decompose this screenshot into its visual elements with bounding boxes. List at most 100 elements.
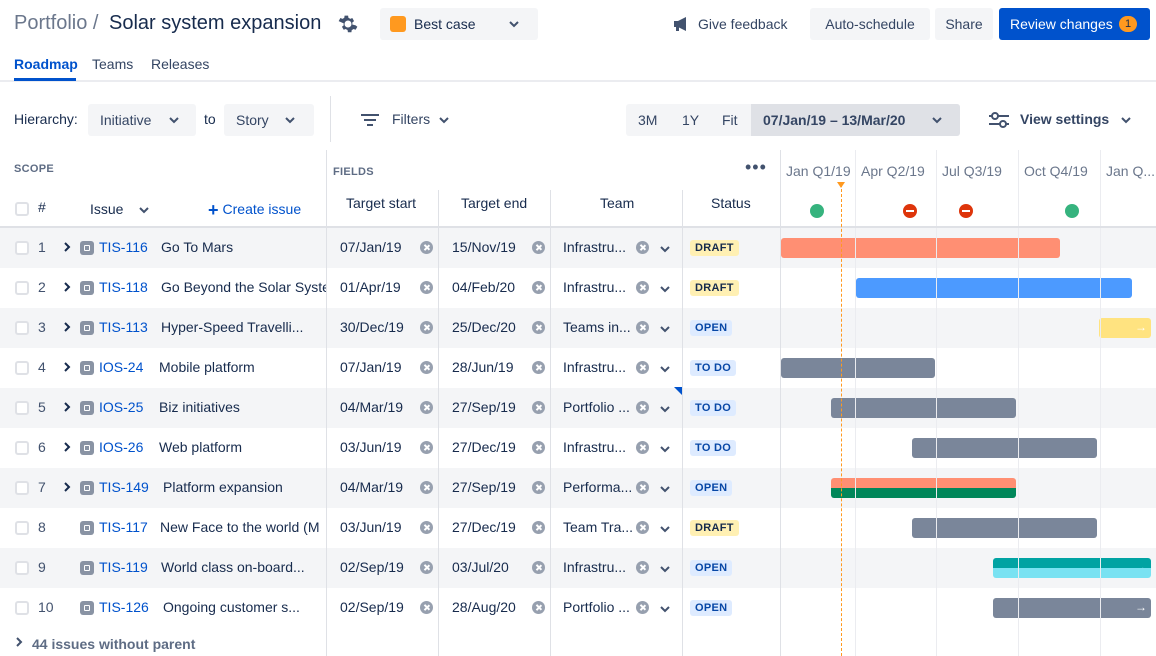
issue-summary[interactable]: Ongoing customer s... — [163, 599, 300, 615]
team-dropdown-button[interactable] — [659, 402, 671, 418]
schedule-bar[interactable] — [781, 238, 1060, 258]
clear-icon[interactable] — [636, 401, 649, 414]
issue-summary[interactable]: Mobile platform — [159, 359, 255, 375]
clear-icon[interactable] — [532, 601, 545, 614]
target-end-value[interactable]: 15/Nov/19 — [452, 239, 516, 255]
range-fit-button[interactable]: Fit — [722, 112, 738, 128]
issue-summary[interactable]: Platform expansion — [163, 479, 283, 495]
status-badge[interactable]: TO DO — [690, 400, 737, 416]
clear-icon[interactable] — [420, 561, 433, 574]
column-header-target-start[interactable]: Target start — [346, 195, 417, 211]
status-badge[interactable]: OPEN — [690, 320, 733, 336]
range-3m-button[interactable]: 3M — [638, 112, 658, 128]
table-row[interactable]: 4 IOS-24 Mobile platform 07/Jan/19 28/Jun/19… — [0, 348, 1156, 388]
team-value[interactable]: Portfolio ... — [563, 599, 630, 615]
chevron-right-icon[interactable] — [62, 361, 72, 373]
chevron-right-icon[interactable] — [62, 481, 72, 493]
clear-icon[interactable] — [636, 321, 649, 334]
issue-summary[interactable]: Web platform — [159, 439, 242, 455]
team-dropdown-button[interactable] — [659, 522, 671, 538]
target-start-value[interactable]: 02/Sep/19 — [340, 599, 404, 615]
team-dropdown-button[interactable] — [659, 362, 671, 378]
team-dropdown-button[interactable] — [659, 442, 671, 458]
clear-icon[interactable] — [420, 361, 433, 374]
tab-roadmap[interactable]: Roadmap — [14, 56, 78, 72]
issue-key-link[interactable]: TIS-117 — [99, 519, 148, 535]
target-start-value[interactable]: 01/Apr/19 — [340, 279, 401, 295]
clear-icon[interactable] — [420, 521, 433, 534]
team-dropdown-button[interactable] — [659, 482, 671, 498]
table-row[interactable]: 3 TIS-113 Hyper-Speed Travelli... 30/Dec/19… — [0, 308, 1156, 348]
team-dropdown-button[interactable] — [659, 242, 671, 258]
table-row[interactable]: 6 IOS-26 Web platform 03/Jun/19 27/Dec/19 Inf… — [0, 428, 1156, 468]
team-value[interactable]: Team Tra... — [563, 519, 634, 535]
create-issue-button[interactable]: + Create issue — [208, 200, 301, 221]
status-badge[interactable]: DRAFT — [690, 240, 739, 256]
issue-key-link[interactable]: TIS-113 — [99, 319, 148, 335]
issue-key-link[interactable]: TIS-119 — [99, 559, 148, 575]
clear-icon[interactable] — [420, 241, 433, 254]
clear-icon[interactable] — [420, 281, 433, 294]
scenario-select[interactable]: Best case — [380, 8, 538, 40]
clear-icon[interactable] — [532, 361, 545, 374]
target-end-value[interactable]: 27/Dec/19 — [452, 519, 516, 535]
issue-key-link[interactable]: TIS-118 — [99, 279, 148, 295]
chevron-right-icon[interactable] — [62, 441, 72, 453]
clear-icon[interactable] — [532, 441, 545, 454]
row-checkbox[interactable] — [15, 401, 29, 415]
schedule-bar[interactable] — [831, 488, 1016, 498]
more-options-icon[interactable]: ••• — [745, 157, 767, 177]
release-marker-red[interactable] — [903, 204, 917, 218]
issue-summary[interactable]: Go Beyond the Solar System — [161, 279, 326, 295]
clear-icon[interactable] — [636, 241, 649, 254]
issue-key-link[interactable]: IOS-25 — [99, 399, 144, 415]
clear-icon[interactable] — [532, 281, 545, 294]
clear-icon[interactable] — [636, 601, 649, 614]
target-start-value[interactable]: 02/Sep/19 — [340, 559, 404, 575]
team-value[interactable]: Infrastru... — [563, 439, 627, 455]
clear-icon[interactable] — [420, 401, 433, 414]
clear-icon[interactable] — [532, 241, 545, 254]
clear-icon[interactable] — [532, 481, 545, 494]
issue-column-header[interactable]: Issue — [90, 201, 149, 217]
target-end-value[interactable]: 04/Feb/20 — [452, 279, 516, 295]
issue-summary[interactable]: Biz initiatives — [159, 399, 240, 415]
status-badge[interactable]: TO DO — [690, 360, 737, 376]
schedule-bar[interactable] — [993, 568, 1151, 578]
team-dropdown-button[interactable] — [659, 602, 671, 618]
schedule-bar[interactable] — [856, 278, 1132, 298]
status-badge[interactable]: DRAFT — [690, 280, 739, 296]
table-row[interactable]: 10 TIS-126 Ongoing customer s... 02/Sep/19 2… — [0, 588, 1156, 628]
target-start-value[interactable]: 07/Jan/19 — [340, 239, 402, 255]
row-checkbox[interactable] — [15, 281, 29, 295]
target-start-value[interactable]: 04/Mar/19 — [340, 399, 404, 415]
row-checkbox[interactable] — [15, 361, 29, 375]
chevron-right-icon[interactable] — [62, 281, 72, 293]
clear-icon[interactable] — [532, 401, 545, 414]
target-end-value[interactable]: 28/Aug/20 — [452, 599, 516, 615]
clear-icon[interactable] — [636, 481, 649, 494]
clear-icon[interactable] — [636, 521, 649, 534]
table-row[interactable]: 7 TIS-149 Platform expansion 04/Mar/19 27/Se… — [0, 468, 1156, 508]
status-badge[interactable]: OPEN — [690, 480, 733, 496]
tab-teams[interactable]: Teams — [92, 56, 134, 72]
clear-icon[interactable] — [532, 521, 545, 534]
schedule-bar[interactable] — [912, 518, 1097, 538]
row-checkbox[interactable] — [15, 241, 29, 255]
issues-without-parent-row[interactable]: 44 issues without parent — [0, 628, 780, 656]
target-start-value[interactable]: 07/Jan/19 — [340, 359, 402, 375]
issue-key-link[interactable]: IOS-24 — [99, 359, 144, 375]
issue-key-link[interactable]: TIS-116 — [99, 239, 148, 255]
status-badge[interactable]: OPEN — [690, 560, 733, 576]
chevron-right-icon[interactable] — [62, 401, 72, 413]
hierarchy-from-select[interactable]: Initiative — [88, 104, 196, 136]
status-badge[interactable]: DRAFT — [690, 520, 739, 536]
team-value[interactable]: Portfolio ... — [563, 399, 630, 415]
issue-key-link[interactable]: IOS-26 — [99, 439, 144, 455]
target-start-value[interactable]: 30/Dec/19 — [340, 319, 404, 335]
status-badge[interactable]: OPEN — [690, 600, 733, 616]
team-value[interactable]: Infrastru... — [563, 559, 627, 575]
hierarchy-to-select[interactable]: Story — [224, 104, 314, 136]
clear-icon[interactable] — [420, 321, 433, 334]
issue-key-link[interactable]: TIS-126 — [99, 599, 149, 615]
